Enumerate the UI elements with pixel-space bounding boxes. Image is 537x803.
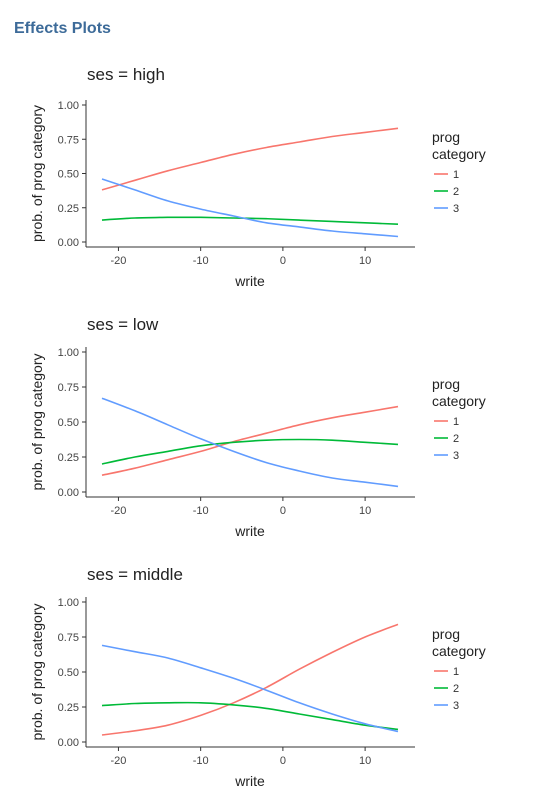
- p1-y-tick-label: 0.50: [58, 169, 79, 181]
- p1-chart-title: ses = high: [87, 65, 165, 84]
- p3-x-tick-label: 0: [280, 755, 286, 767]
- p3-y-axis-label: prob. of prog category: [29, 604, 45, 741]
- p1-x-tick-label: -20: [110, 255, 126, 267]
- p2-x-tick-label: 10: [359, 505, 371, 517]
- p3-legend-label-2: 2: [453, 683, 459, 695]
- p2-x-axis-label: write: [234, 523, 265, 539]
- p1-legend-label-1: 1: [453, 169, 459, 181]
- p1-y-tick-label: 0.75: [58, 134, 79, 146]
- p3-x-axis-label: write: [234, 773, 265, 789]
- p3-x-tick-label: 10: [359, 755, 371, 767]
- p1-x-tick-label: -10: [193, 255, 209, 267]
- p1-y-tick-label: 0.25: [58, 203, 79, 215]
- p3-series-line-2: [101, 701, 399, 731]
- p1-legend-label-3: 3: [453, 203, 459, 215]
- p2-legend-label-3: 3: [453, 450, 459, 462]
- p2-x-tick-label: -20: [110, 505, 126, 517]
- p3-y-tick-label: 0.50: [58, 667, 79, 679]
- p2-legend-label-2: 2: [453, 433, 459, 445]
- p2-y-tick-label: 1.00: [58, 347, 79, 359]
- p2-x-tick-label: 0: [280, 505, 286, 517]
- p2-series-line-3: [101, 397, 399, 488]
- p1-legend-label-2: 2: [453, 186, 459, 198]
- p3-series-line-3: [101, 644, 399, 733]
- p2-legend-title-2: category: [432, 393, 486, 409]
- p3-series-line-1: [101, 623, 399, 736]
- p1-legend-title: prog: [432, 129, 460, 145]
- p2-x-tick-label: -10: [193, 505, 209, 517]
- p3-x-tick-label: -10: [193, 755, 209, 767]
- p1-y-tick-label: 0.00: [58, 237, 79, 249]
- p2-series-line-1: [101, 405, 399, 476]
- p3-y-tick-label: 0.00: [58, 737, 79, 749]
- p1-x-tick-label: 0: [280, 255, 286, 267]
- p3-y-tick-label: 0.75: [58, 632, 79, 644]
- p2-chart-title: ses = low: [87, 315, 159, 334]
- p1-series-line-3: [101, 178, 399, 238]
- p2-y-axis-label: prob. of prog category: [29, 354, 45, 491]
- p2-y-tick-label: 0.50: [58, 417, 79, 429]
- p1-series-line-2: [101, 216, 399, 225]
- p3-legend-label-3: 3: [453, 700, 459, 712]
- p3-legend-title-2: category: [432, 643, 486, 659]
- p2-legend-title: prog: [432, 376, 460, 392]
- p2-series-line-2: [101, 438, 399, 465]
- p2-y-tick-label: 0.25: [58, 452, 79, 464]
- p3-y-tick-label: 1.00: [58, 597, 79, 609]
- p1-x-tick-label: 10: [359, 255, 371, 267]
- p2-legend-label-1: 1: [453, 416, 459, 428]
- page-title: Effects Plots: [14, 20, 111, 37]
- p3-legend-label-1: 1: [453, 666, 459, 678]
- p2-y-tick-label: 0.00: [58, 487, 79, 499]
- p1-y-tick-label: 1.00: [58, 100, 79, 112]
- p2-y-tick-label: 0.75: [58, 382, 79, 394]
- p3-x-tick-label: -20: [110, 755, 126, 767]
- p3-chart-title: ses = middle: [87, 565, 183, 584]
- p1-series-line-1: [101, 127, 399, 191]
- p3-legend-title: prog: [432, 626, 460, 642]
- p3-y-tick-label: 0.25: [58, 702, 79, 714]
- p1-y-axis-label: prob. of prog category: [29, 105, 45, 242]
- p1-x-axis-label: write: [234, 273, 265, 289]
- p1-legend-title-2: category: [432, 146, 486, 162]
